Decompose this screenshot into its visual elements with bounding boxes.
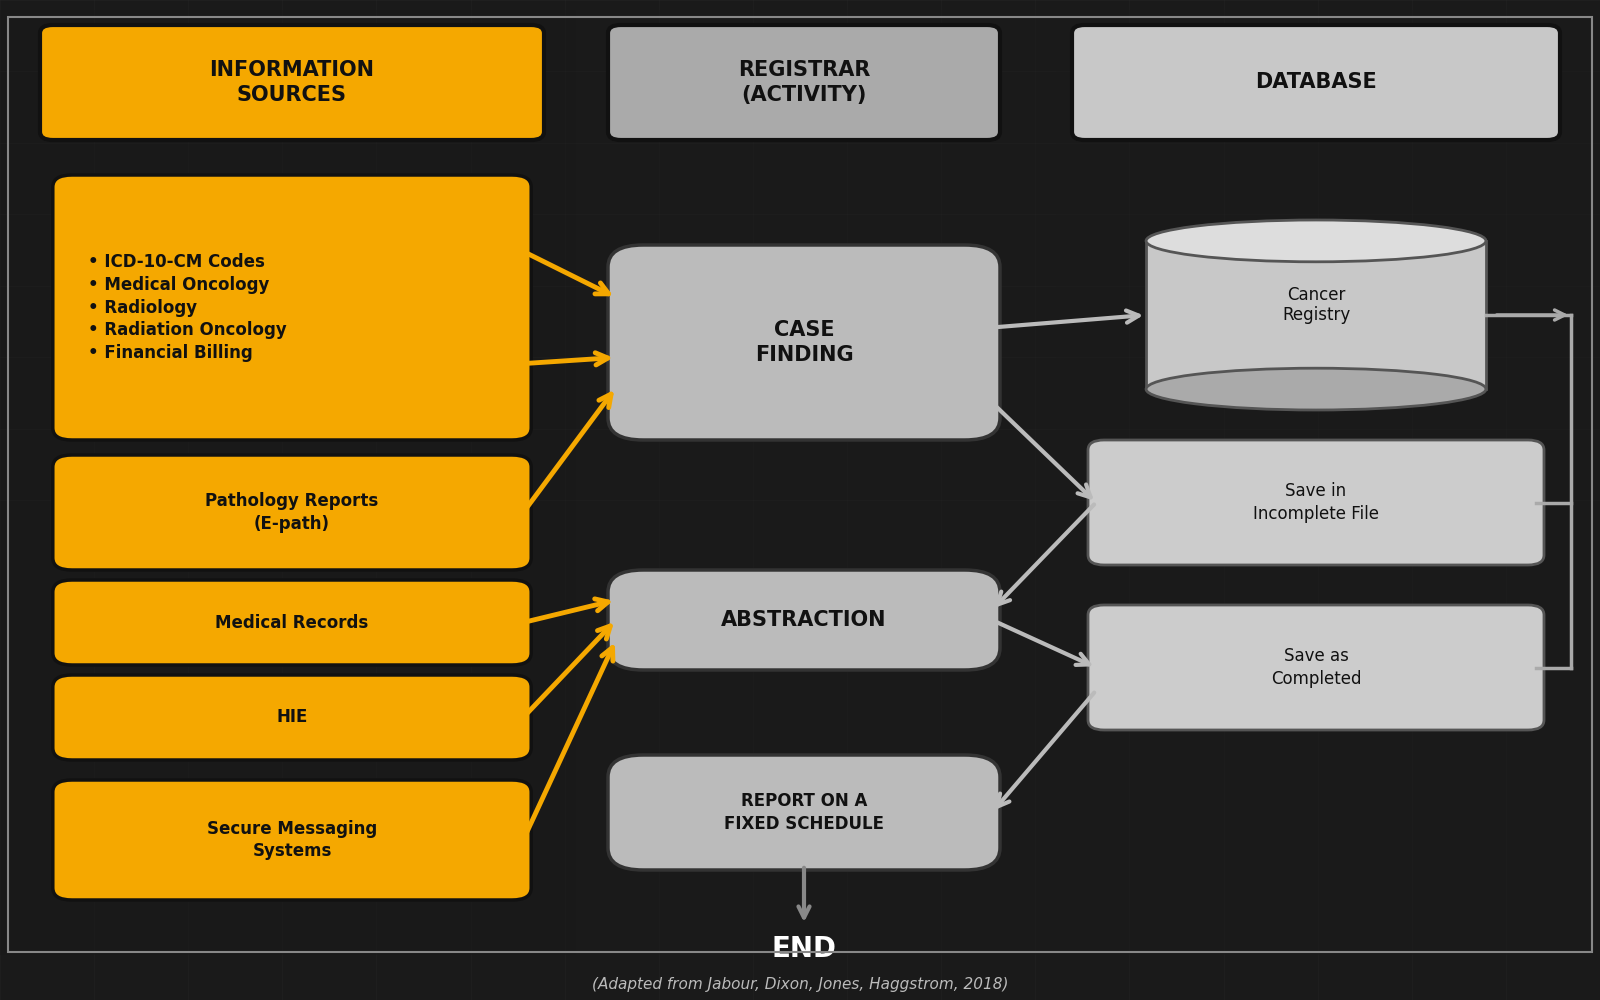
Text: (Adapted from Jabour, Dixon, Jones, Haggstrom, 2018): (Adapted from Jabour, Dixon, Jones, Hagg… [592, 978, 1008, 992]
FancyBboxPatch shape [1088, 605, 1544, 730]
FancyBboxPatch shape [608, 25, 1000, 140]
FancyBboxPatch shape [53, 175, 531, 440]
Text: INFORMATION
SOURCES: INFORMATION SOURCES [210, 60, 374, 105]
FancyBboxPatch shape [53, 455, 531, 570]
Text: Pathology Reports
(E-path): Pathology Reports (E-path) [205, 492, 379, 533]
FancyBboxPatch shape [53, 675, 531, 760]
FancyBboxPatch shape [608, 570, 1000, 670]
FancyBboxPatch shape [1056, 10, 1600, 955]
Text: REGISTRAR
(ACTIVITY): REGISTRAR (ACTIVITY) [738, 60, 870, 105]
FancyBboxPatch shape [0, 10, 576, 955]
FancyBboxPatch shape [608, 245, 1000, 440]
Ellipse shape [1146, 220, 1486, 262]
Text: Save in
Incomplete File: Save in Incomplete File [1253, 482, 1379, 523]
Text: • ICD-10-CM Codes
• Medical Oncology
• Radiology
• Radiation Oncology
• Financia: • ICD-10-CM Codes • Medical Oncology • R… [88, 253, 286, 362]
Text: HIE: HIE [277, 708, 307, 726]
FancyBboxPatch shape [0, 10, 1600, 955]
Text: Cancer
Registry: Cancer Registry [1282, 286, 1350, 324]
FancyBboxPatch shape [1072, 25, 1560, 140]
FancyBboxPatch shape [53, 780, 531, 900]
FancyBboxPatch shape [576, 10, 1056, 955]
Text: END: END [771, 935, 837, 963]
Text: Secure Messaging
Systems: Secure Messaging Systems [206, 820, 378, 860]
FancyBboxPatch shape [1146, 241, 1486, 389]
Ellipse shape [1146, 368, 1486, 410]
Text: Medical Records: Medical Records [216, 613, 368, 632]
Text: ABSTRACTION: ABSTRACTION [722, 610, 886, 630]
FancyBboxPatch shape [1088, 440, 1544, 565]
FancyBboxPatch shape [40, 25, 544, 140]
Text: CASE
FINDING: CASE FINDING [755, 320, 853, 365]
FancyBboxPatch shape [608, 755, 1000, 870]
Text: REPORT ON A
FIXED SCHEDULE: REPORT ON A FIXED SCHEDULE [723, 792, 883, 833]
FancyBboxPatch shape [53, 580, 531, 665]
Text: Save as
Completed: Save as Completed [1270, 647, 1362, 688]
Text: DATABASE: DATABASE [1254, 73, 1378, 93]
